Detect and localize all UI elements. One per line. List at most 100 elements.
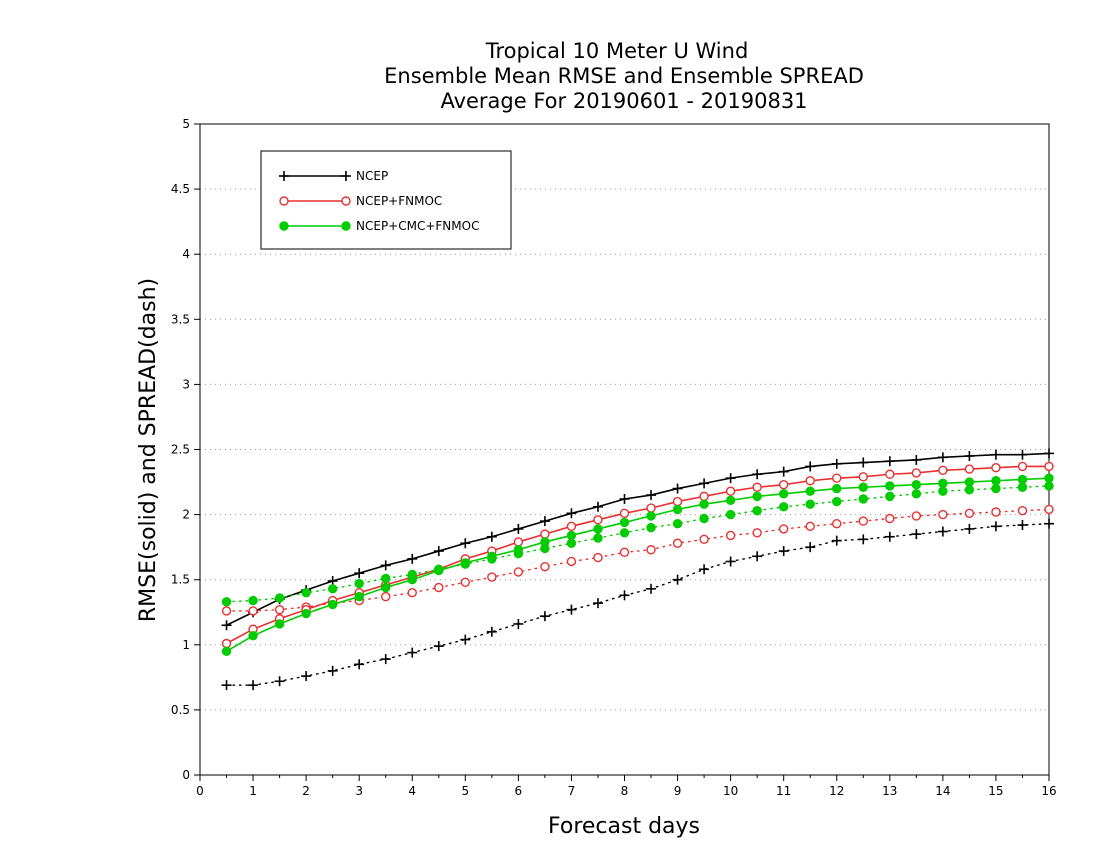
spread-point [1044,504,1054,515]
axes: 00.511.522.533.544.550 1 2 3 4 5 6 7 8 9 10 11 12 13 1… [171,117,1057,798]
data-series [221,448,1054,691]
rmse-point [672,496,683,507]
x-tick-label: 11 [776,784,791,798]
rmse-point [301,608,311,619]
spread-point [990,521,1001,532]
rmse-point [593,524,603,534]
rmse-point [911,468,922,478]
rmse-point [593,515,603,525]
spread-point [725,509,736,520]
spread-point [646,583,657,594]
spread-point [752,505,762,516]
spread-point [699,534,709,545]
rmse-point [964,451,975,462]
legend-swatch-marker-right [341,171,351,181]
legend: NCEP NCEP+FNMOC NCEP+CMC+FNMOC [260,150,512,250]
x-tick-label: 4 [408,784,416,798]
y-tick-label: 0.5 [171,703,190,717]
rmse-point [752,469,763,480]
rmse-point [487,551,497,561]
rmse-point [381,582,391,593]
rmse-point [513,523,524,534]
spread-point [1017,505,1028,516]
spread-point [619,547,630,558]
y-tick-label: 3.5 [171,312,190,326]
spread-point [938,509,948,520]
x-tick-label: 13 [882,784,897,798]
spread-point [646,522,656,533]
y-tick-label: 1 [182,638,190,652]
series-ncep-plus-cmc-plus-fnmoc [221,473,1054,657]
x-tick-label: 10 [723,784,738,798]
spread-point [513,618,524,629]
spread-point [566,556,577,567]
spread-point [433,641,444,652]
rmse-point [778,466,789,477]
rmse-point [407,575,417,585]
spread-point [566,538,577,548]
rmse-point [434,565,444,576]
spread-point [354,659,365,670]
spread-point [301,671,312,682]
rmse-point [380,560,391,571]
spread-point [911,511,922,521]
rmse-point [619,508,630,518]
legend-swatch-marker-left [279,221,289,231]
rmse-point [858,457,869,468]
spread-point [832,496,842,507]
spread-point [592,598,603,609]
rmse-point [646,511,656,521]
rmse-point [884,456,895,467]
rmse-point [752,491,762,502]
legend-box [260,150,512,250]
spread-point [699,564,710,575]
spread-point [407,647,418,658]
rmse-point [991,463,1001,473]
rmse-point [540,537,550,547]
spread-point [725,556,736,567]
spread-point [460,634,471,645]
spread-point [858,534,869,545]
rmse-point [832,473,842,483]
rmse-point [1017,474,1028,485]
rmse-point [964,477,975,487]
spread-point [460,577,471,588]
x-tick-label: 12 [829,784,844,798]
spread-point [407,588,417,598]
spread-point [858,494,868,504]
rmse-point [938,465,948,476]
x-tick-label: 7 [568,784,576,798]
spread-point [221,680,232,691]
spread-point [858,516,868,526]
x-tick-label: 14 [935,784,950,798]
spread-point [381,573,391,584]
spread-point [911,529,922,540]
spread-point [248,595,258,606]
rmse-point [407,553,418,564]
x-tick-label: 5 [461,784,469,798]
y-axis-title: RMSE(solid) and SPREAD(dash) [136,278,161,622]
y-tick-label: 5 [182,117,190,131]
rmse-point [911,479,922,490]
x-tick-label: 9 [674,784,682,798]
chart-title: Tropical 10 Meter U Wind Ensemble Mean R… [384,39,864,113]
spread-point [486,626,497,637]
rmse-point [1017,449,1028,460]
rmse-point [646,490,657,501]
spread-point [248,606,258,616]
spread-point [274,593,285,603]
rmse-point [805,476,815,486]
rmse-point [885,469,895,479]
rmse-point [619,493,630,504]
y-tick-label: 4.5 [171,182,190,196]
x-tick-label: 0 [196,784,204,798]
spread-point [487,572,497,582]
spread-point [725,530,736,541]
spread-line [225,523,1050,686]
rmse-point [1044,473,1054,483]
rmse-point [1044,448,1054,459]
spread-point [327,584,338,594]
spread-point [832,519,842,529]
chart-title-line-3: Average For 20190601 - 20190831 [440,89,807,113]
legend-label: NCEP+FNMOC [356,194,442,208]
